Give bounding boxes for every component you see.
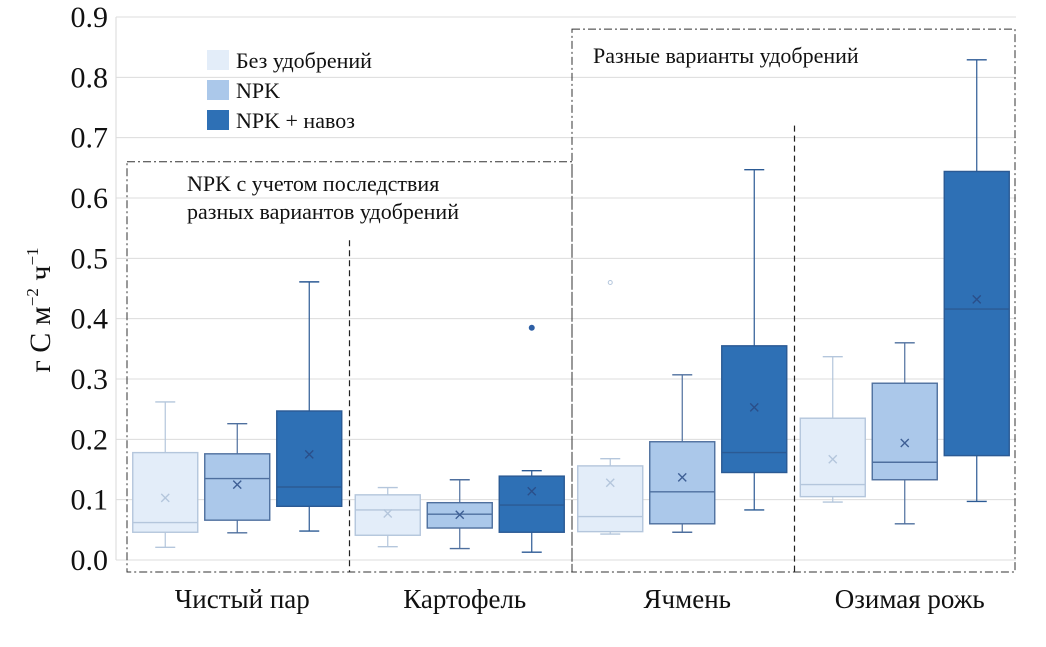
legend-label: NPK <box>236 78 280 103</box>
y-tick-label: 0.3 <box>71 363 109 396</box>
annotation-frames <box>126 28 1016 573</box>
box-iqr <box>204 453 271 521</box>
y-tick-label: 0.2 <box>71 423 109 456</box>
box-iqr <box>871 382 938 481</box>
y-label-sup-1: −2 <box>23 288 42 306</box>
x-category-label: Картофель <box>403 584 526 614</box>
box-iqr <box>276 410 343 508</box>
legend-swatch <box>207 110 229 130</box>
box-iqr <box>799 417 866 498</box>
y-axis-label: г С м−2 ч−1 <box>23 247 57 372</box>
y-tick-label: 0.8 <box>71 61 109 94</box>
legend-swatch <box>207 80 229 100</box>
y-label-sup-2: −1 <box>23 247 42 265</box>
mean-marker <box>900 438 910 448</box>
annotations: NPK с учетом последствия разных вариантов… <box>187 43 859 224</box>
box-1-1 <box>426 479 493 550</box>
box-3-2 <box>943 59 1010 503</box>
box-iqr <box>721 345 788 474</box>
box-iqr <box>943 170 1010 457</box>
box-1-2 <box>498 324 565 553</box>
box-2-2 <box>721 168 788 511</box>
mean-marker <box>455 510 465 520</box>
x-category-label: Ячмень <box>644 584 731 614</box>
mean-marker <box>972 294 982 304</box>
x-axis: Чистый пар Картофель Ячмень Озимая рожь <box>175 584 985 614</box>
legend-label: NPK + навоз <box>236 108 355 133</box>
y-axis: 0.0 0.1 0.2 0.3 0.4 0.5 0.6 0.7 0.8 0.9 <box>71 1 109 577</box>
y-tick-label: 0.7 <box>71 122 109 155</box>
y-tick-label: 0.1 <box>71 484 109 517</box>
box-2-0 <box>577 279 644 535</box>
mean-marker <box>828 454 838 464</box>
outlier-point <box>528 324 535 331</box>
outlier-point <box>607 279 613 285</box>
mean-marker <box>605 478 615 488</box>
box-iqr <box>498 475 565 533</box>
mean-marker <box>160 493 170 503</box>
box-1-0 <box>354 486 421 548</box>
y-tick-label: 0.9 <box>71 1 109 34</box>
legend: Без удобрений NPK NPK + навоз <box>207 48 372 133</box>
legend-swatch <box>207 50 229 70</box>
mean-marker <box>383 509 393 519</box>
mean-marker <box>527 486 537 496</box>
boxes <box>132 59 1010 553</box>
x-category-label: Чистый пар <box>175 584 310 614</box>
box-3-0 <box>799 355 866 503</box>
box-3-1 <box>871 342 938 525</box>
box-iqr <box>577 465 644 533</box>
x-category-label: Озимая рожь <box>835 584 985 614</box>
box-iqr <box>649 441 716 525</box>
y-label-part-1: г С м <box>24 306 57 372</box>
y-tick-label: 0.4 <box>71 303 109 336</box>
annotation-text-left: NPK с учетом последствия <box>187 171 439 196</box>
mean-marker <box>304 449 314 459</box>
annotation-text-right: Разные варианты удобрений <box>593 43 859 68</box>
y-tick-label: 0.5 <box>71 242 109 275</box>
box-iqr <box>354 494 421 536</box>
box-2-1 <box>649 374 716 533</box>
box-0-0 <box>132 401 199 549</box>
annotation-text-left: разных вариантов удобрений <box>187 199 459 224</box>
box-0-1 <box>204 422 271 534</box>
legend-label: Без удобрений <box>236 48 372 73</box>
annotation-frame-right <box>571 28 1016 573</box>
box-0-2 <box>276 281 343 532</box>
mean-marker <box>677 472 687 482</box>
box-iqr <box>132 451 199 533</box>
y-label-part-2: ч <box>24 266 57 289</box>
mean-marker <box>232 480 242 490</box>
y-tick-label: 0.0 <box>71 544 109 577</box>
mean-marker <box>749 402 759 412</box>
y-tick-label: 0.6 <box>71 182 109 215</box>
